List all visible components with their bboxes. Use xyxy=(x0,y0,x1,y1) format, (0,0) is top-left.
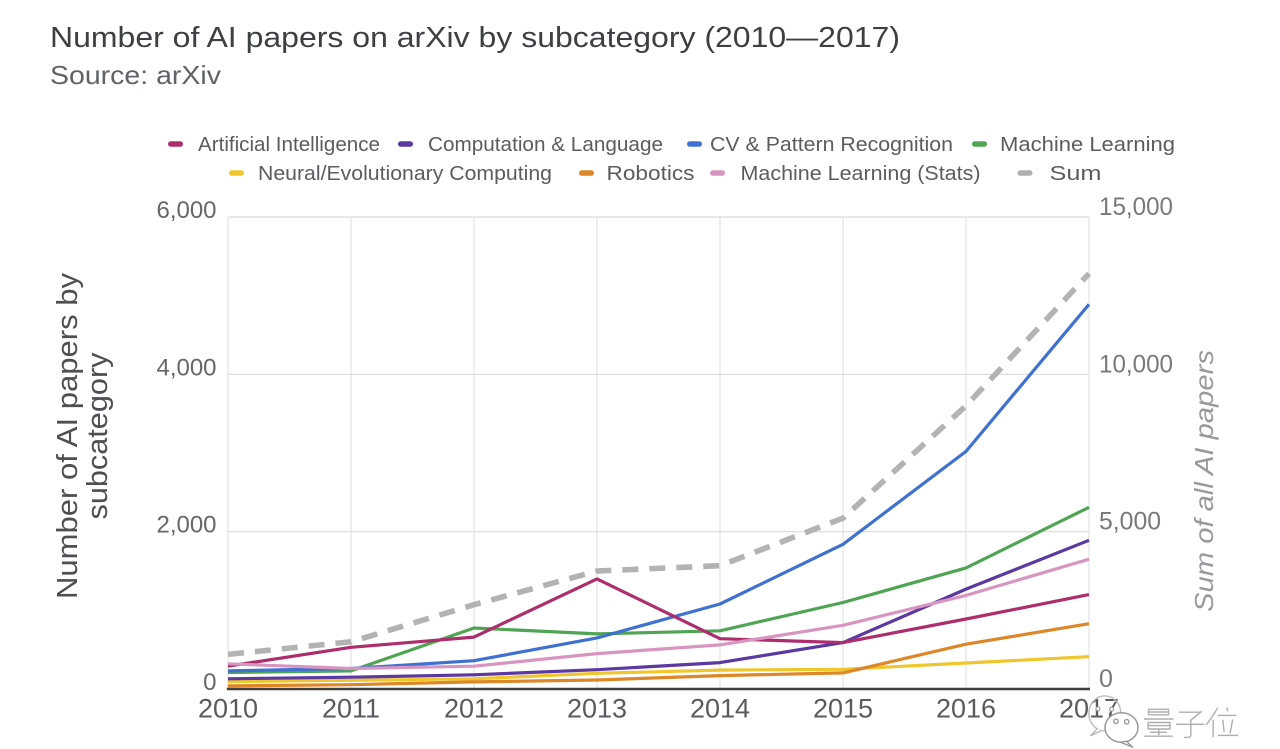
svg-text:Number of AI papers on arXiv b: Number of AI papers on arXiv by subcateg… xyxy=(50,22,900,54)
svg-text:0: 0 xyxy=(1099,665,1113,693)
svg-text:2012: 2012 xyxy=(444,694,504,724)
svg-text:Source: arXiv: Source: arXiv xyxy=(50,60,221,90)
svg-text:2015: 2015 xyxy=(813,694,873,724)
svg-text:2016: 2016 xyxy=(936,694,996,724)
svg-text:Machine Learning: Machine Learning xyxy=(1000,133,1175,156)
svg-text:15,000: 15,000 xyxy=(1099,193,1173,221)
svg-text:2010: 2010 xyxy=(198,694,258,724)
svg-text:2011: 2011 xyxy=(322,694,380,724)
svg-text:2014: 2014 xyxy=(690,694,750,724)
svg-text:Artificial Intelligence: Artificial Intelligence xyxy=(198,133,380,156)
svg-text:Sum: Sum xyxy=(1050,162,1102,185)
svg-text:2013: 2013 xyxy=(567,694,627,724)
svg-text:Number of AI papers by: Number of AI papers by xyxy=(52,272,84,599)
svg-text:4,000: 4,000 xyxy=(157,354,217,381)
svg-text:10,000: 10,000 xyxy=(1099,350,1173,378)
svg-text:0: 0 xyxy=(203,669,216,696)
svg-text:Robotics: Robotics xyxy=(607,162,695,185)
svg-text:subcategory: subcategory xyxy=(82,352,114,520)
svg-text:Computation & Language: Computation & Language xyxy=(428,133,663,156)
svg-text:Neural/Evolutionary Computing: Neural/Evolutionary Computing xyxy=(258,162,552,185)
svg-text:2,000: 2,000 xyxy=(157,512,217,539)
svg-text:Sum of all AI papers: Sum of all AI papers xyxy=(1189,350,1219,612)
svg-text:Machine Learning (Stats): Machine Learning (Stats) xyxy=(741,162,981,185)
svg-text:5,000: 5,000 xyxy=(1099,508,1161,536)
svg-text:CV & Pattern Recognition: CV & Pattern Recognition xyxy=(710,133,953,156)
svg-text:6,000: 6,000 xyxy=(157,197,217,224)
